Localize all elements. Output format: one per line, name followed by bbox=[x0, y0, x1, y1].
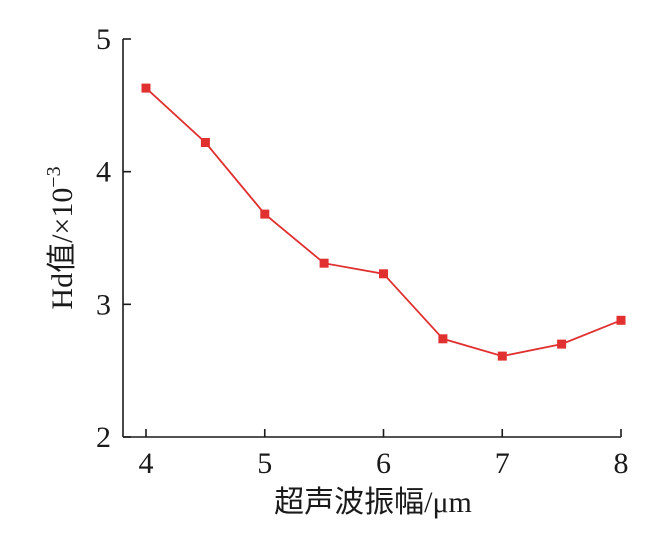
data-point bbox=[497, 351, 507, 361]
x-tick-label: 7 bbox=[495, 447, 510, 480]
ticks: 2 3 4 5 4 5 6 7 8 bbox=[96, 23, 629, 480]
data-point bbox=[557, 339, 567, 349]
y-tick-label: 2 bbox=[96, 421, 111, 454]
x-tick-label: 8 bbox=[614, 447, 629, 480]
y-tick-label: 4 bbox=[96, 156, 111, 189]
data-point bbox=[319, 258, 329, 268]
y-axis-title: Hd值/×10−3 bbox=[43, 166, 79, 309]
y-tick-label: 5 bbox=[96, 23, 111, 56]
data-point bbox=[379, 269, 388, 279]
data-point bbox=[438, 334, 448, 344]
data-point bbox=[260, 209, 270, 219]
axes bbox=[122, 39, 621, 438]
x-tick-label: 4 bbox=[139, 447, 154, 480]
x-tick-label: 5 bbox=[257, 447, 272, 480]
data-point bbox=[141, 83, 151, 93]
x-tick-label: 6 bbox=[376, 447, 391, 480]
y-axis-title-exponent: −3 bbox=[43, 166, 65, 187]
y-axis-title-base: Hd值/×10 bbox=[46, 188, 79, 310]
y-tick-label: 3 bbox=[96, 288, 111, 321]
data-point bbox=[616, 315, 626, 325]
x-axis-title: 超声波振幅/μm bbox=[274, 486, 472, 519]
series-line bbox=[145, 87, 622, 358]
series bbox=[141, 83, 626, 361]
data-point bbox=[200, 138, 210, 147]
